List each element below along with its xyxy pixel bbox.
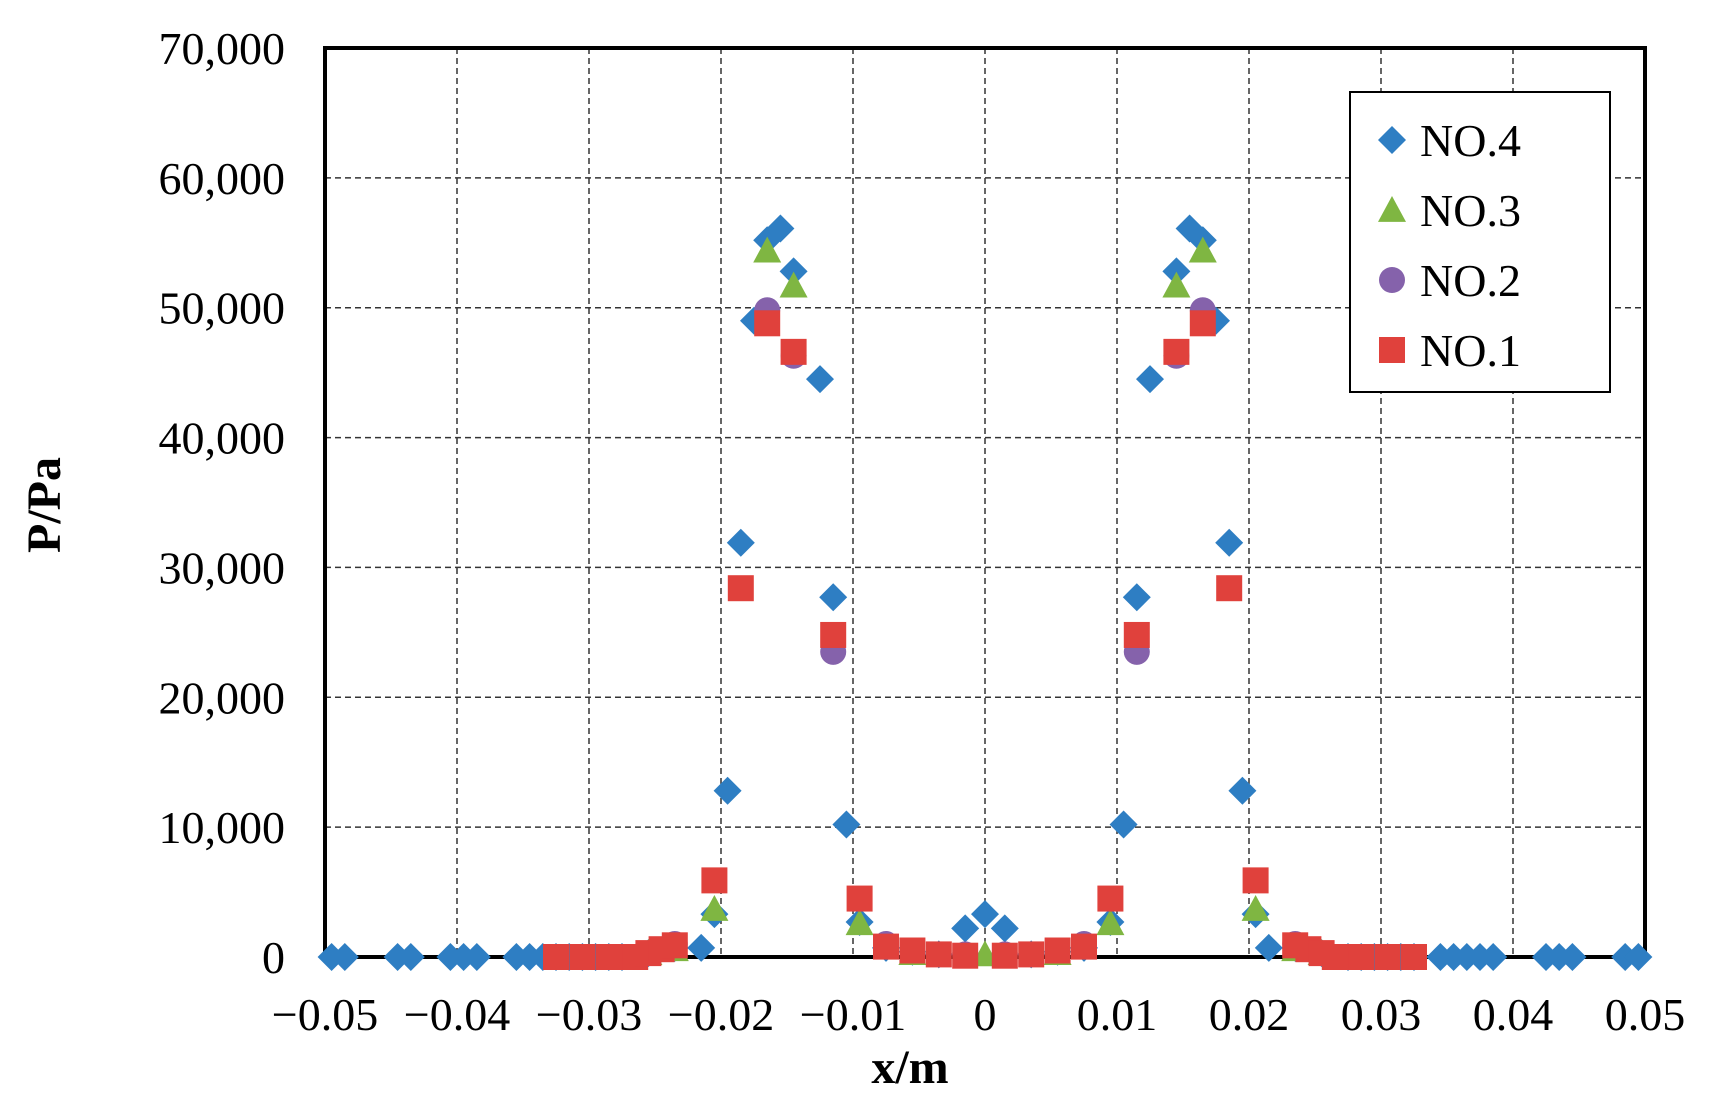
square-point bbox=[1163, 338, 1190, 365]
square-point bbox=[1123, 621, 1150, 648]
square-point bbox=[1242, 867, 1269, 894]
x-tick-label: −0.04 bbox=[404, 989, 510, 1040]
x-tick-label: 0 bbox=[974, 989, 997, 1040]
legend-label: NO.2 bbox=[1420, 255, 1521, 306]
square-point bbox=[543, 944, 569, 970]
square-point bbox=[1216, 575, 1243, 602]
diamond-point bbox=[819, 583, 848, 612]
diamond-point bbox=[806, 365, 834, 394]
y-tick-label: 0 bbox=[262, 932, 285, 983]
triangle-point bbox=[753, 236, 782, 263]
x-tick-label: 0.04 bbox=[1473, 989, 1554, 1040]
square-point bbox=[899, 937, 926, 964]
diamond-point bbox=[1479, 943, 1508, 971]
square-point bbox=[661, 932, 688, 959]
diamond-point bbox=[832, 810, 861, 839]
square-point bbox=[701, 867, 728, 894]
triangle-point bbox=[1096, 909, 1125, 936]
square-point bbox=[569, 944, 596, 970]
legend-label: NO.1 bbox=[1420, 325, 1521, 376]
triangle-point bbox=[1241, 894, 1270, 921]
x-tick-label: −0.02 bbox=[668, 989, 774, 1040]
diamond-point bbox=[1558, 943, 1587, 971]
triangle-point bbox=[845, 909, 874, 936]
square-point bbox=[820, 621, 847, 648]
square-point bbox=[780, 338, 807, 365]
square-point bbox=[1044, 937, 1071, 964]
diamond-point bbox=[1162, 257, 1191, 286]
y-axis-title: P/Pa bbox=[18, 457, 71, 553]
square-point bbox=[1097, 885, 1124, 912]
triangle-point bbox=[779, 271, 808, 298]
y-tick-label: 20,000 bbox=[159, 672, 286, 723]
square-point bbox=[1348, 944, 1375, 970]
diamond-point bbox=[990, 914, 1019, 943]
y-tick-label: 60,000 bbox=[159, 153, 286, 204]
x-tick-label: 0.05 bbox=[1605, 989, 1686, 1040]
diamond-point bbox=[726, 528, 755, 557]
legend-circle-icon bbox=[1379, 267, 1405, 293]
x-tick-label: −0.01 bbox=[800, 989, 906, 1040]
y-tick-label: 50,000 bbox=[159, 283, 286, 334]
diamond-point bbox=[1624, 943, 1653, 971]
square-point bbox=[1401, 944, 1427, 970]
legend-label: NO.3 bbox=[1420, 185, 1521, 236]
diamond-point bbox=[687, 933, 716, 962]
square-point bbox=[925, 941, 952, 968]
series-no1 bbox=[543, 310, 1427, 970]
legend-square-icon bbox=[1379, 337, 1405, 363]
square-point bbox=[873, 933, 899, 960]
data-series bbox=[317, 214, 1653, 971]
diamond-point bbox=[396, 943, 425, 971]
x-tick-label: 0.01 bbox=[1077, 989, 1158, 1040]
x-tick-label: −0.03 bbox=[536, 989, 642, 1040]
square-point bbox=[1018, 941, 1045, 968]
triangle-point bbox=[1188, 236, 1217, 263]
square-point bbox=[991, 942, 1018, 969]
square-point bbox=[1071, 933, 1097, 960]
legend: NO.4 NO.3 NO.2 NO.1 bbox=[1349, 91, 1611, 393]
diamond-point bbox=[971, 900, 999, 929]
diamond-point bbox=[1254, 933, 1283, 962]
legend-label: NO.4 bbox=[1420, 115, 1521, 166]
diamond-point bbox=[1228, 776, 1257, 805]
diamond-point bbox=[766, 214, 795, 243]
x-axis-title: x/m bbox=[871, 1041, 948, 1094]
square-point bbox=[754, 310, 781, 337]
diamond-point bbox=[330, 943, 359, 971]
square-point bbox=[1189, 310, 1216, 337]
square-point bbox=[952, 942, 979, 969]
x-axis-ticks: −0.05 −0.04 −0.03 −0.02 −0.01 0 0.01 0.02 0.03 0.… bbox=[272, 989, 1685, 1040]
square-point bbox=[1374, 944, 1401, 970]
x-tick-label: −0.05 bbox=[272, 989, 378, 1040]
y-tick-label: 10,000 bbox=[159, 802, 286, 853]
square-point bbox=[727, 575, 754, 602]
diamond-point bbox=[1215, 528, 1244, 557]
diamond-point bbox=[779, 257, 808, 286]
y-tick-label: 70,000 bbox=[159, 23, 286, 74]
y-tick-label: 40,000 bbox=[159, 413, 286, 464]
y-axis-ticks: 0 10,000 20,000 30,000 40,000 50,000 60,000 70,… bbox=[159, 23, 286, 983]
diamond-point bbox=[713, 776, 742, 805]
diamond-point bbox=[462, 943, 491, 971]
x-tick-label: 0.03 bbox=[1341, 989, 1422, 1040]
diamond-point bbox=[951, 914, 980, 943]
x-tick-label: 0.02 bbox=[1209, 989, 1290, 1040]
y-tick-label: 30,000 bbox=[159, 542, 286, 593]
diamond-point bbox=[1109, 810, 1138, 839]
diamond-point bbox=[1122, 583, 1151, 612]
diamond-point bbox=[1136, 365, 1164, 394]
square-point bbox=[846, 885, 873, 912]
triangle-point bbox=[700, 894, 729, 921]
legend-diamond-icon bbox=[1378, 126, 1406, 154]
triangle-point bbox=[1162, 271, 1191, 298]
legend-triangle-icon bbox=[1378, 196, 1406, 222]
